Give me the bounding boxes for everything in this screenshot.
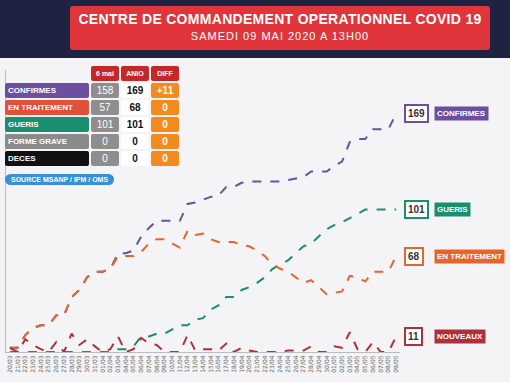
html-text:101: 101 [96, 119, 114, 130]
svg-text:01/05: 01/05 [330, 355, 337, 372]
svg-text:02/05: 02/05 [338, 355, 345, 372]
svg-text:23/03: 23/03 [29, 355, 36, 372]
html-text:EN TRAITEMENT: EN TRAITEMENT [8, 103, 73, 112]
html-text:68: 68 [129, 102, 141, 113]
html-text:DIFF: DIFF [157, 70, 173, 77]
svg-text:26/04: 26/04 [292, 355, 299, 372]
svg-text:20/04: 20/04 [245, 355, 252, 372]
svg-text:03/05: 03/05 [346, 355, 353, 372]
html-text:+11: +11 [156, 85, 174, 96]
svg-text:20/03: 20/03 [6, 355, 13, 372]
svg-text:24/04: 24/04 [276, 355, 283, 372]
svg-text:28/04: 28/04 [307, 355, 314, 372]
svg-text:GUERIS: GUERIS [437, 205, 468, 214]
svg-text:25/04: 25/04 [284, 355, 291, 372]
svg-text:22/04: 22/04 [261, 355, 268, 372]
svg-text:06/04: 06/04 [137, 355, 144, 372]
html-text:CENTRE DE COMMANDEMENT OPERATI: CENTRE DE COMMANDEMENT OPERATIONNEL COVI… [78, 11, 482, 27]
svg-text:08/05: 08/05 [384, 355, 391, 372]
svg-text:21/04: 21/04 [253, 355, 260, 372]
svg-text:CONFIRMES: CONFIRMES [437, 109, 486, 118]
svg-text:31/03: 31/03 [91, 355, 98, 372]
svg-text:19/04: 19/04 [238, 355, 245, 372]
svg-text:05/05: 05/05 [361, 355, 368, 372]
html-text:0: 0 [162, 102, 168, 113]
svg-text:01/04: 01/04 [99, 355, 106, 372]
html-text:169: 169 [126, 85, 144, 96]
html-text:0: 0 [102, 153, 108, 164]
svg-text:28/03: 28/03 [68, 355, 75, 372]
svg-text:27/04: 27/04 [299, 355, 306, 372]
svg-text:10/04: 10/04 [168, 355, 175, 372]
svg-text:21/03: 21/03 [14, 355, 21, 372]
svg-text:17/04: 17/04 [222, 355, 229, 372]
html-text:SOURCE MSANP / IPM / OMS: SOURCE MSANP / IPM / OMS [11, 176, 109, 183]
html-text:0: 0 [162, 153, 168, 164]
svg-text:68: 68 [408, 251, 420, 262]
html-text:ANIO: ANIO [126, 70, 144, 77]
svg-text:26/03: 26/03 [52, 355, 59, 372]
svg-text:02/04: 02/04 [106, 355, 113, 372]
svg-text:13/04: 13/04 [191, 355, 198, 372]
html-text:FORME GRAVE: FORME GRAVE [8, 137, 67, 146]
svg-text:30/04: 30/04 [323, 355, 330, 372]
html-text:0: 0 [162, 119, 168, 130]
svg-text:08/04: 08/04 [153, 355, 160, 372]
svg-text:06/05: 06/05 [369, 355, 376, 372]
svg-text:04/05: 04/05 [353, 355, 360, 372]
svg-text:24/03: 24/03 [37, 355, 44, 372]
svg-text:14/04: 14/04 [199, 355, 206, 372]
svg-text:11: 11 [408, 331, 419, 342]
svg-text:07/04: 07/04 [145, 355, 152, 372]
html-text:CONFIRMES: CONFIRMES [8, 86, 56, 95]
svg-text:22/03: 22/03 [21, 355, 28, 372]
svg-text:NOUVEAUX: NOUVEAUX [437, 332, 483, 341]
svg-text:16/04: 16/04 [214, 355, 221, 372]
html-text:158: 158 [96, 85, 114, 96]
svg-text:11/04: 11/04 [176, 355, 183, 372]
svg-text:09/04: 09/04 [160, 355, 167, 372]
svg-text:03/04: 03/04 [114, 355, 121, 372]
svg-text:29/03: 29/03 [75, 355, 82, 372]
svg-text:29/04: 29/04 [315, 355, 322, 372]
svg-text:30/03: 30/03 [83, 355, 90, 372]
svg-text:15/04: 15/04 [207, 355, 214, 372]
html-text:SAMEDI 09 MAI 2020 A 13H00: SAMEDI 09 MAI 2020 A 13H00 [190, 30, 370, 42]
html-text:6 mai: 6 mai [96, 70, 114, 77]
html-text:0: 0 [132, 136, 138, 147]
svg-text:EN TRAITEMENT: EN TRAITEMENT [437, 252, 502, 261]
html-text:GUERIS: GUERIS [8, 120, 39, 129]
svg-text:09/05: 09/05 [392, 355, 399, 372]
html-text:0: 0 [132, 153, 138, 164]
svg-text:05/04: 05/04 [129, 355, 136, 372]
html-text:57: 57 [99, 102, 111, 113]
svg-text:07/05: 07/05 [377, 355, 384, 372]
svg-text:169: 169 [408, 108, 425, 119]
html-text:101: 101 [126, 119, 144, 130]
svg-text:04/04: 04/04 [122, 355, 129, 372]
svg-text:27/03: 27/03 [60, 355, 67, 372]
html-text:0: 0 [162, 136, 168, 147]
html-text:0: 0 [102, 136, 108, 147]
svg-text:18/04: 18/04 [230, 355, 237, 372]
svg-text:25/03: 25/03 [44, 355, 51, 372]
svg-text:23/04: 23/04 [268, 355, 275, 372]
svg-text:101: 101 [408, 204, 425, 215]
html-text:DECES: DECES [8, 154, 36, 163]
svg-text:12/04: 12/04 [184, 355, 191, 372]
